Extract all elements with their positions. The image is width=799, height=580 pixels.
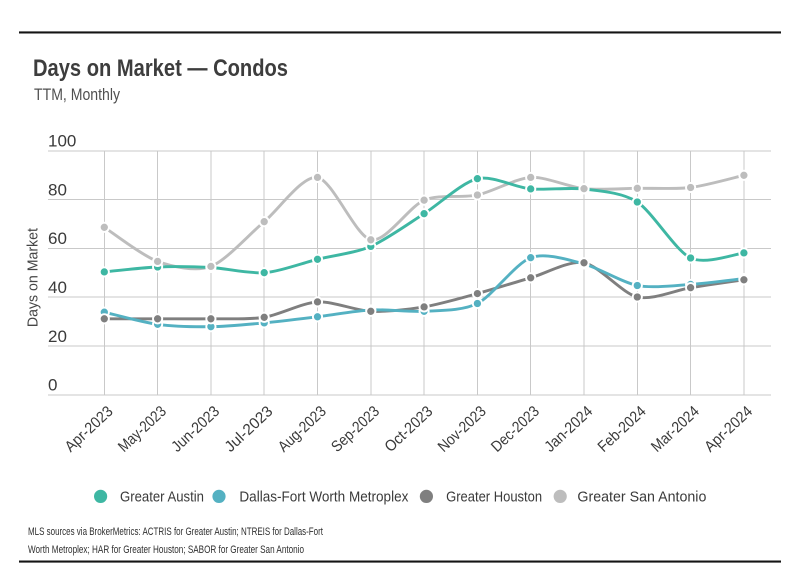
svg-text:100: 100 <box>48 132 76 151</box>
svg-text:0: 0 <box>48 376 57 395</box>
svg-text:TTM, Monthly: TTM, Monthly <box>34 85 120 104</box>
svg-text:20: 20 <box>48 327 67 346</box>
svg-text:Dallas-Fort Worth Metroplex: Dallas-Fort Worth Metroplex <box>239 489 408 506</box>
svg-text:40: 40 <box>48 278 67 297</box>
svg-text:60: 60 <box>48 229 67 248</box>
svg-text:80: 80 <box>48 180 67 199</box>
svg-text:Worth Metroplex; HAR for Great: Worth Metroplex; HAR for Greater Houston… <box>28 544 304 556</box>
svg-text:Greater Houston: Greater Houston <box>446 489 542 506</box>
svg-text:MLS sources via BrokerMetrics:: MLS sources via BrokerMetrics: ACTRIS fo… <box>28 526 323 538</box>
svg-text:Days on Market: Days on Market <box>24 227 41 327</box>
svg-text:Greater San Antonio: Greater San Antonio <box>577 489 706 506</box>
svg-text:Days on Market — Condos: Days on Market — Condos <box>33 55 288 82</box>
svg-text:Greater Austin: Greater Austin <box>120 489 204 506</box>
